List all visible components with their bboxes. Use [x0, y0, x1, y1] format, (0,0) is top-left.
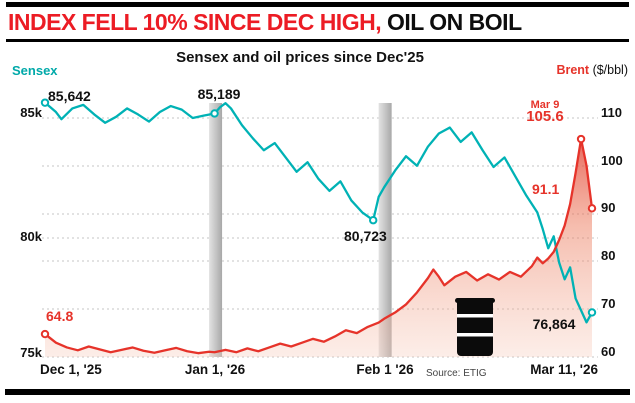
- annotation-brent-start: 64.8: [46, 308, 74, 324]
- legend-brent: Brent ($/bbl): [500, 63, 628, 77]
- annotation-sensex-start: 85,642: [48, 88, 91, 104]
- x-tick-mar11: Mar 11, '26: [530, 362, 598, 377]
- x-tick-dec1: Dec 1, '25: [40, 362, 102, 377]
- annotation-brent-end: 91.1: [532, 181, 560, 197]
- y-left-tick-75k: 75k: [20, 345, 42, 360]
- y-right-tick-100: 100: [601, 153, 623, 168]
- chart-title: Sensex and oil prices since Dec'25: [176, 49, 424, 66]
- oil-barrel-icon: [455, 298, 495, 356]
- y-right-tick-110: 110: [601, 105, 622, 120]
- y-left-tick-85k: 85k: [20, 105, 42, 120]
- legend-brent-unit: ($/bbl): [589, 63, 628, 77]
- legend-brent-name: Brent: [556, 63, 590, 77]
- x-tick-jan1: Jan 1, '26: [184, 362, 246, 377]
- annotation-sensex-jan-high: 85,189: [197, 86, 241, 102]
- headline-red: INDEX FELL 10% SINCE DEC HIGH,: [8, 9, 382, 35]
- headline: INDEX FELL 10% SINCE DEC HIGH, OIL ON BO…: [8, 9, 522, 36]
- y-right-tick-80: 80: [601, 248, 616, 263]
- y-right-tick-90: 90: [601, 200, 616, 215]
- annotation-sensex-feb-low: 80,723: [344, 228, 387, 244]
- annotation-brent-peak-date: Mar 9: [530, 99, 560, 111]
- annotation-brent-peak: 105.6: [526, 108, 564, 125]
- x-tick-feb1: Feb 1 '26: [356, 362, 414, 377]
- headline-black: OIL ON BOIL: [381, 9, 522, 35]
- annotation-sensex-end: 76,864: [532, 316, 576, 332]
- legend-sensex: Sensex: [12, 63, 58, 78]
- top-rule: [6, 2, 629, 7]
- y-left-tick-80k: 80k: [20, 229, 42, 244]
- bottom-rule: [5, 389, 630, 395]
- y-right-tick-70: 70: [601, 296, 616, 311]
- y-right-tick-60: 60: [601, 344, 616, 359]
- source-credit: Source: ETIG: [426, 368, 487, 379]
- headline-rule: [6, 39, 629, 42]
